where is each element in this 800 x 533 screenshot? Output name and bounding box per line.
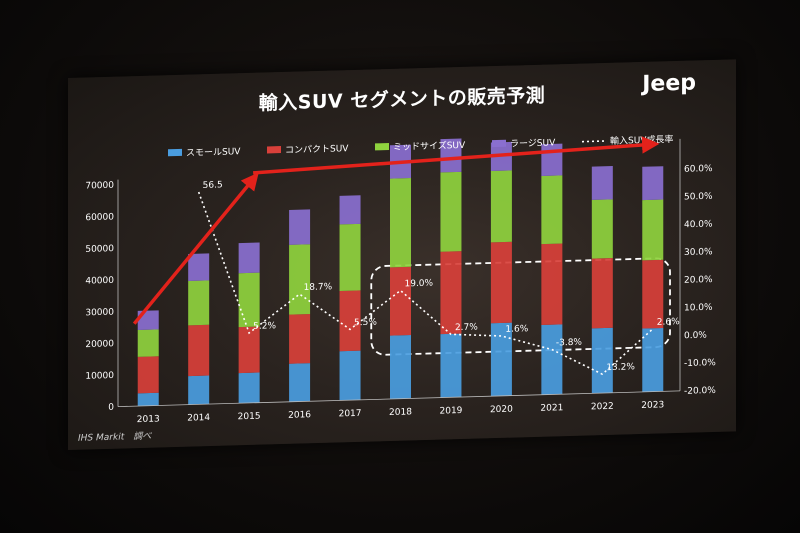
y-tick-40000: 40000 (85, 276, 114, 287)
forecast-highlight-box (370, 257, 671, 356)
bar-mid-2013 (137, 329, 159, 357)
presentation-slide: 輸入SUV セグメントの販売予測 Jeep 56.5 5.2% 18.7% 5.5% 1… (68, 59, 736, 451)
bar-small-2014 (188, 375, 210, 405)
y2-tick-50.0%: 50.0% (684, 192, 713, 203)
growth-arrow-plateau (253, 136, 660, 175)
bar-compact-2015 (238, 326, 260, 374)
y2-tick--10.0%: -10.0% (684, 358, 716, 369)
x-axis (118, 390, 680, 408)
bar-large-2016 (289, 209, 311, 245)
x-tick-2016: 2016 (288, 410, 311, 421)
x-tick-2014: 2014 (187, 413, 210, 424)
y2-tick-60.0%: 60.0% (684, 164, 713, 175)
x-tick-2021: 2021 (540, 403, 563, 414)
bar-small-2017 (339, 350, 361, 401)
bar-mid-2018 (390, 178, 411, 268)
bar-compact-2016 (289, 314, 311, 364)
legend-swatch-growth (582, 140, 604, 143)
legend-label-mid: ミッドサイズSUV (393, 139, 466, 153)
bar-mid-2021 (541, 175, 563, 245)
bar-compact-2023 (642, 259, 664, 329)
y-tick-50000: 50000 (85, 244, 114, 255)
bar-mid-2023 (642, 199, 664, 261)
y-tick-70000: 70000 (85, 181, 114, 192)
bar-large-2022 (591, 166, 613, 200)
bar-mid-2016 (289, 244, 311, 315)
bar-large-2017 (339, 195, 361, 225)
bar-small-2018 (390, 334, 411, 400)
legend-swatch-compact (267, 146, 281, 154)
bar-mid-2014 (188, 280, 210, 326)
bar-compact-2022 (591, 257, 613, 329)
y2-tick-10.0%: 10.0% (684, 303, 713, 314)
x-tick-2018: 2018 (389, 407, 412, 418)
bar-small-2013 (137, 392, 159, 407)
growth-label-2021: -3.8% (556, 338, 583, 349)
bar-small-2015 (238, 372, 260, 404)
legend-swatch-large (492, 139, 506, 148)
growth-label-2015: 5.2% (253, 321, 276, 332)
bar-large-2015 (238, 242, 260, 274)
growth-label-2023: 2.6% (657, 317, 680, 328)
y2-tick-40.0%: 40.0% (684, 219, 713, 230)
growth-label-2018: 19.0% (405, 279, 434, 290)
growth-arrow-rising (132, 172, 259, 325)
legend-label-large: ラージSUV (510, 137, 556, 149)
y2-tick-30.0%: 30.0% (684, 247, 713, 258)
legend-label-small: スモールSUV (186, 147, 241, 159)
x-tick-2019: 2019 (440, 406, 463, 417)
bar-large-2014 (188, 253, 210, 281)
growth-label-2014: 56.5 (203, 180, 223, 191)
x-tick-2022: 2022 (591, 402, 614, 413)
legend-swatch-small (168, 148, 182, 157)
bar-mid-2017 (339, 223, 361, 292)
bar-small-2023 (642, 327, 664, 392)
legend-label-compact: コンパクトSUV (285, 143, 349, 156)
bar-mid-2015 (238, 272, 260, 328)
bar-compact-2014 (188, 324, 210, 377)
growth-label-2022: 13.2% (606, 362, 635, 373)
x-tick-2013: 2013 (137, 414, 160, 425)
bar-mid-2020 (490, 170, 512, 243)
y2-tick-0.0%: 0.0% (684, 331, 707, 342)
source-note: IHS Markit 調べ (78, 431, 152, 444)
y2-tick--20.0%: -20.0% (684, 386, 716, 397)
y-tick-0: 0 (108, 403, 114, 413)
bar-mid-2019 (440, 171, 462, 252)
y-tick-10000: 10000 (85, 371, 114, 382)
bar-small-2021 (541, 324, 563, 395)
bar-small-2022 (591, 327, 613, 394)
bar-mid-2022 (591, 199, 613, 259)
x-tick-2020: 2020 (490, 405, 513, 416)
bar-compact-2013 (137, 356, 159, 394)
growth-label-2017: 5.5% (354, 318, 377, 329)
y-tick-60000: 60000 (85, 212, 114, 223)
sales-forecast-chart: 56.5 5.2% 18.7% 5.5% 19.0% 2.7% 1.6% -3.8% 13.2%… (85, 133, 716, 425)
bar-compact-2018 (390, 266, 411, 336)
y-tick-30000: 30000 (85, 308, 114, 319)
bar-compact-2020 (490, 241, 512, 324)
growth-label-2019: 2.7% (455, 323, 478, 334)
x-tick-2017: 2017 (339, 409, 362, 420)
y-tick-20000: 20000 (85, 339, 114, 350)
x-tick-2015: 2015 (238, 412, 261, 423)
bar-small-2016 (289, 363, 311, 402)
y2-tick-20.0%: 20.0% (684, 275, 713, 286)
growth-label-2016: 18.7% (304, 282, 333, 293)
legend-swatch-mid (375, 143, 389, 151)
bar-compact-2017 (339, 290, 361, 352)
bar-compact-2019 (440, 251, 462, 335)
bar-small-2019 (440, 333, 462, 398)
bar-compact-2021 (541, 243, 563, 326)
bar-large-2023 (642, 166, 664, 201)
growth-label-2020: 1.6% (505, 324, 528, 335)
bar-large-2019 (440, 138, 462, 173)
x-tick-2023: 2023 (641, 400, 664, 411)
bar-small-2020 (490, 322, 512, 397)
